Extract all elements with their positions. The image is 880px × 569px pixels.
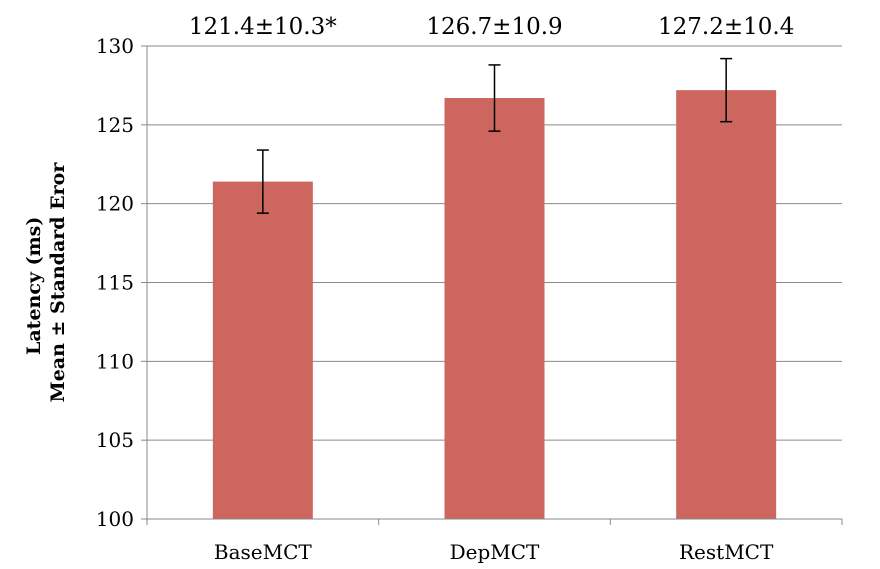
y-tick-label: 120 bbox=[96, 192, 134, 216]
y-tick-label: 105 bbox=[96, 428, 134, 452]
y-axis-ticks: 100 105 110 115 120 125 130 bbox=[96, 34, 147, 531]
bar bbox=[676, 90, 777, 519]
data-label: 126.7±10.9 bbox=[426, 14, 562, 40]
x-tick-label: RestMCT bbox=[679, 540, 774, 564]
y-axis-label-line-2: Mean ± Standard Eror bbox=[47, 162, 69, 403]
y-tick-label: 125 bbox=[96, 113, 134, 137]
data-labels: 121.4±10.3* 126.7±10.9 127.2±10.4 bbox=[189, 14, 794, 40]
data-label: 127.2±10.4 bbox=[658, 14, 794, 40]
y-axis-label: Latency (ms) Mean ± Standard Eror bbox=[23, 162, 69, 403]
bars bbox=[212, 90, 777, 520]
bar bbox=[212, 181, 313, 520]
y-tick-label: 130 bbox=[96, 34, 134, 58]
error-bars bbox=[256, 57, 733, 214]
y-tick-label: 115 bbox=[96, 271, 134, 295]
data-label: 121.4±10.3* bbox=[189, 14, 337, 40]
bar bbox=[444, 98, 545, 519]
x-axis-labels: BaseMCT DepMCT RestMCT bbox=[214, 540, 774, 564]
y-axis-label-line-1: Latency (ms) bbox=[23, 217, 45, 355]
x-tick-label: BaseMCT bbox=[214, 540, 313, 564]
x-axis bbox=[146, 46, 843, 525]
x-tick-label: DepMCT bbox=[450, 540, 540, 564]
y-tick-label: 100 bbox=[96, 507, 134, 531]
y-tick-label: 110 bbox=[96, 349, 134, 373]
